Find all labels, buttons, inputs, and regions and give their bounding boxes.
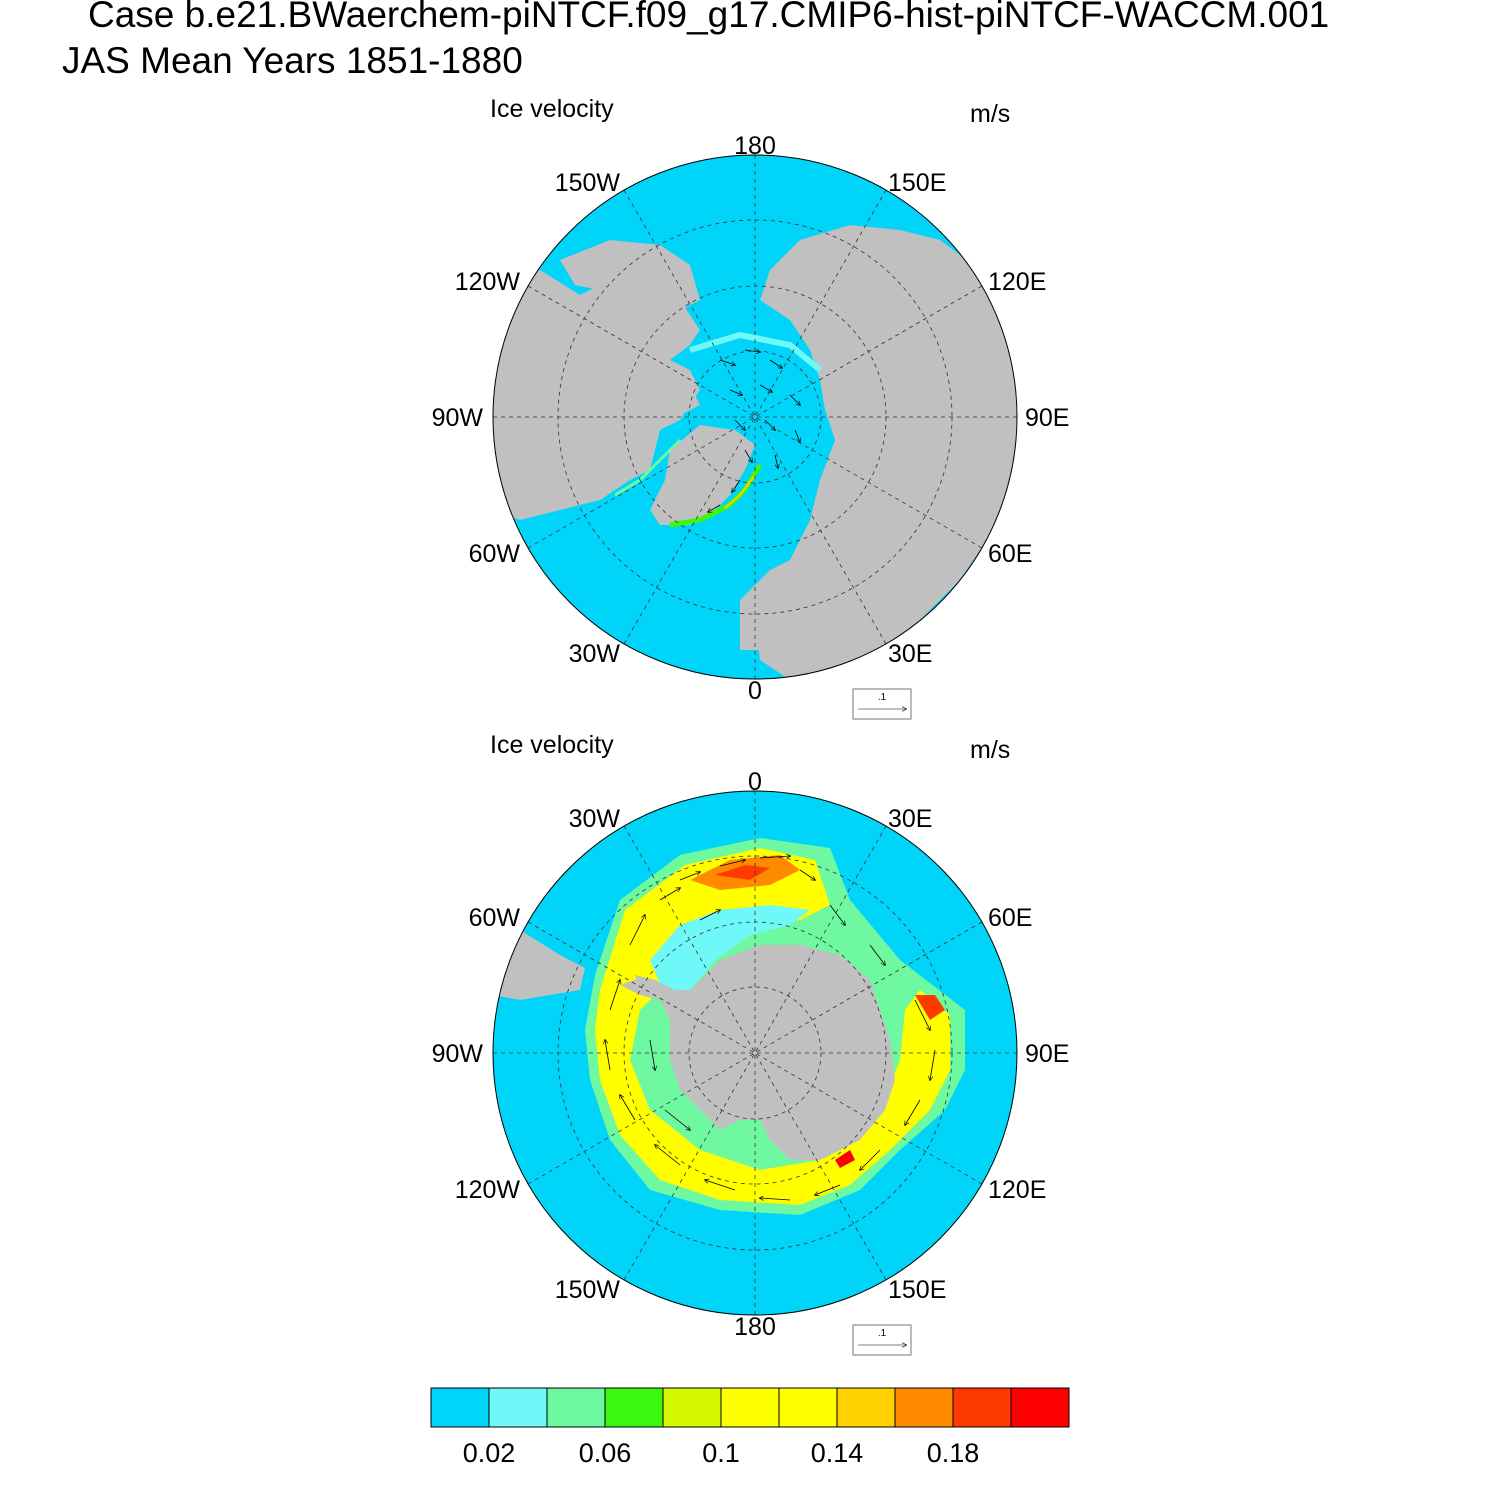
- svg-text:.1: .1: [878, 692, 887, 703]
- ice-ring-fast-east: [915, 995, 945, 1020]
- north-lon-label: 30W: [569, 640, 621, 668]
- north-panel-title: Ice velocity: [490, 95, 614, 123]
- colorbar-swatch: [894, 1387, 954, 1428]
- south-reference-vector: .1: [852, 1324, 912, 1356]
- colorbar-swatch: [430, 1387, 490, 1428]
- north-lon-label: 60E: [988, 540, 1032, 568]
- north-lon-label: 90W: [432, 404, 484, 432]
- antarctic-peninsula-land: [620, 978, 675, 1010]
- north-lon-label: 150E: [888, 169, 946, 197]
- south-america-land: [493, 930, 585, 1000]
- colorbar-tick-label: 0.14: [811, 1438, 864, 1468]
- south-lon-label: 30E: [888, 805, 932, 833]
- south-graticule: [493, 791, 1017, 1315]
- north-polar-map: Ice velocity m/s: [432, 95, 1070, 720]
- north-lon-label: 120E: [988, 268, 1046, 296]
- colorbar-labels: 0.02 0.06 0.1 0.14 0.18: [463, 1438, 980, 1468]
- east-greenland-current-core: [724, 474, 756, 509]
- colorbar-tick-label: 0.02: [463, 1438, 516, 1468]
- svg-text:.1: .1: [878, 1328, 887, 1339]
- ice-ring-max-weddell: [715, 865, 770, 880]
- colorbar-swatch: [952, 1387, 1012, 1428]
- colorbar-swatch: [488, 1387, 548, 1428]
- south-panel-title: Ice velocity: [490, 731, 614, 759]
- north-lon-label: 0: [748, 677, 762, 705]
- south-lon-label: 30W: [569, 805, 621, 833]
- north-lon-label: 120W: [455, 268, 521, 296]
- south-velocity-arrows: [605, 856, 936, 1200]
- greenland-land: [650, 425, 755, 525]
- eurasia-land: [755, 225, 1017, 679]
- north-lon-labels: 180 150E 120E 90E 60E 30E 0 30W 60W 90W …: [432, 132, 1070, 705]
- colorbar-swatch: [1010, 1387, 1070, 1428]
- north-reference-vector: .1: [852, 688, 912, 720]
- alaska-land: [560, 240, 700, 310]
- north-lon-label: 30E: [888, 640, 932, 668]
- south-lon-label: 120E: [988, 1176, 1046, 1204]
- south-lon-label: 90E: [1025, 1040, 1069, 1068]
- colorbar-swatch: [778, 1387, 838, 1428]
- south-lon-label: 90W: [432, 1040, 484, 1068]
- south-lon-label: 150W: [555, 1276, 621, 1304]
- north-ice-fast-flow: [689, 331, 822, 373]
- case-title: Case b.e21.BWaerchem-piNTCF.f09_g17.CMIP…: [88, 0, 1330, 35]
- north-lon-label: 180: [734, 132, 776, 160]
- south-lon-labels: 0 30E 60E 90E 120E 150E 180 150W 120W 90…: [432, 768, 1070, 1341]
- north-lon-label: 150W: [555, 169, 621, 197]
- colorbar: [430, 1387, 1070, 1428]
- north-america-land: [493, 270, 700, 520]
- south-lon-label: 60E: [988, 904, 1032, 932]
- south-lon-label: 120W: [455, 1176, 521, 1204]
- south-lon-label: 0: [748, 768, 762, 796]
- ice-ring-cyan-inner: [650, 905, 810, 995]
- south-panel-units: m/s: [970, 736, 1010, 764]
- south-map-border: [492, 790, 1018, 1316]
- arctic-islands-land: [620, 370, 700, 415]
- north-lon-label: 90E: [1025, 404, 1069, 432]
- colorbar-swatch: [836, 1387, 896, 1428]
- south-lon-label: 60W: [469, 904, 521, 932]
- colorbar-swatch: [662, 1387, 722, 1428]
- north-graticule: [493, 155, 1017, 679]
- colorbar-tick-label: 0.18: [927, 1438, 980, 1468]
- antarctica-land: [635, 945, 895, 1160]
- south-lon-label: 180: [734, 1313, 776, 1341]
- south-polar-map: Ice velocity m/s: [432, 731, 1070, 1356]
- north-panel-units: m/s: [970, 100, 1010, 128]
- north-lon-label: 60W: [469, 540, 521, 568]
- colorbar-tick-label: 0.1: [702, 1438, 740, 1468]
- ice-ring-coastal-red: [835, 1150, 855, 1168]
- colorbar-swatch: [604, 1387, 664, 1428]
- colorbar-tick-label: 0.06: [579, 1438, 632, 1468]
- period-title: JAS Mean Years 1851-1880: [62, 40, 523, 81]
- north-map-border: [492, 154, 1018, 680]
- colorbar-swatch: [546, 1387, 606, 1428]
- baffin-flow: [614, 438, 682, 497]
- colorbar-swatch: [720, 1387, 780, 1428]
- south-lon-label: 150E: [888, 1276, 946, 1304]
